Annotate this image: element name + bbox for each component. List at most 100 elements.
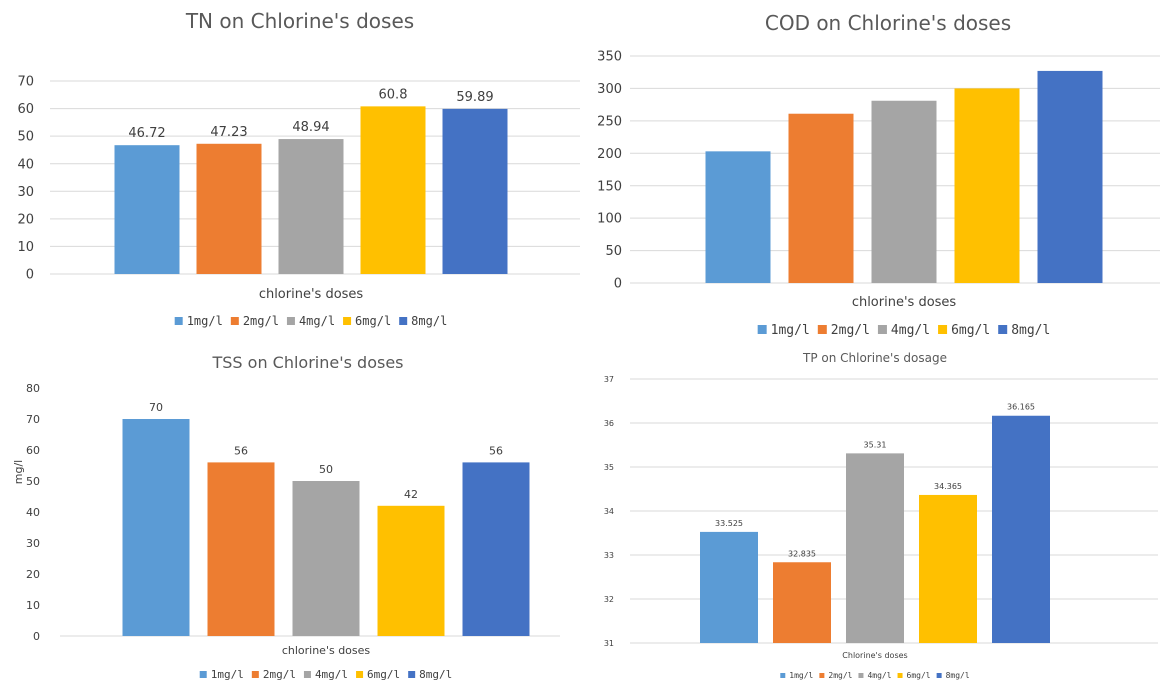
tp-y-tick-label: 31: [604, 639, 614, 648]
tss-y-tick-label: 30: [26, 537, 40, 550]
tss-legend-label: 1mg/l: [211, 668, 244, 681]
cod-legend-swatch: [877, 325, 887, 334]
tn-legend-swatch: [230, 317, 239, 325]
tp-chart-panel: TP on Chlorine's dosage 31 32 33 34 35 36 37 3…: [590, 345, 1168, 683]
cod-legend-swatch: [938, 325, 948, 334]
cod-legend-label: 2mg/l: [831, 323, 870, 338]
cod-bar-8mg-per-l: [1037, 70, 1103, 283]
tn-data-label: 59.89: [456, 90, 493, 105]
tn-chart-title: TN on Chlorine's doses: [185, 9, 414, 33]
cod-legend: 1mg/l 2mg/l 4mg/l 6mg/l 8mg/l: [757, 323, 1050, 338]
cod-y-tick-label: 300: [597, 82, 622, 97]
tn-y-tick-label: 0: [26, 268, 34, 283]
tn-data-labels: 46.72 47.23 48.94 60.8 59.89: [128, 87, 493, 141]
tn-y-tick-label: 30: [17, 185, 34, 200]
tn-y-tick-label: 10: [17, 240, 34, 255]
tp-data-label: 33.525: [715, 519, 743, 528]
tn-y-tick-label: 40: [17, 157, 34, 172]
tp-y-tick-label: 35: [604, 463, 614, 472]
tss-legend: 1mg/l 2mg/l 4mg/l 6mg/l 8mg/l: [199, 668, 452, 681]
tn-bar-4mg-per-l: [278, 139, 344, 274]
cod-bar-6mg-per-l: [954, 88, 1020, 283]
tss-chart-panel: TSS on Chlorine's doses mg/l 0 10 20 30 40 50…: [0, 345, 590, 683]
tn-data-label: 60.8: [379, 87, 408, 102]
tn-legend-label: 2mg/l: [243, 314, 279, 328]
tn-y-tick-label: 70: [17, 75, 34, 90]
tn-y-tick-label: 60: [17, 102, 34, 117]
tp-data-label: 32.835: [788, 549, 816, 558]
cod-bar-4mg-per-l: [871, 100, 937, 283]
tp-legend-label: 1mg/l: [789, 671, 813, 680]
tss-y-ticks: 0 10 20 30 40 50 60 70 80: [26, 382, 40, 643]
tp-data-label: 35.31: [864, 440, 887, 449]
tp-y-ticks: 31 32 33 34 35 36 37: [604, 375, 614, 648]
cod-y-tick-label: 50: [605, 244, 622, 259]
tss-legend-label: 8mg/l: [419, 668, 452, 681]
cod-chart-title: COD on Chlorine's doses: [765, 11, 1011, 35]
tp-legend-label: 6mg/l: [907, 671, 931, 680]
tp-legend-label: 4mg/l: [867, 671, 891, 680]
tss-legend-label: 2mg/l: [263, 668, 296, 681]
tn-chart: TN on Chlorine's doses 0 10 20 30 40 50 60 70 4…: [17, 9, 580, 328]
tn-bar-6mg-per-l: [360, 106, 426, 274]
tp-bar-1mg-per-l: [700, 531, 758, 643]
tn-y-tick-label: 50: [17, 130, 34, 145]
tp-data-labels: 33.525 32.835 35.31 34.365 36.165: [715, 403, 1035, 559]
tn-legend-label: 4mg/l: [299, 314, 335, 328]
tss-legend-label: 6mg/l: [367, 668, 400, 681]
tss-legend-swatch: [356, 671, 364, 678]
tss-y-tick-label: 20: [26, 568, 40, 581]
tp-bar-2mg-per-l: [773, 562, 831, 643]
tp-bar-8mg-per-l: [992, 415, 1050, 643]
cod-y-tick-label: 350: [597, 50, 622, 65]
tss-chart: TSS on Chlorine's doses mg/l 0 10 20 30 40 50…: [12, 353, 560, 681]
tss-legend-label: 4mg/l: [315, 668, 348, 681]
tp-x-axis-label: Chlorine's doses: [842, 651, 907, 660]
tss-data-label: 70: [149, 401, 163, 414]
tss-y-tick-label: 60: [26, 444, 40, 457]
tp-legend-swatch: [897, 673, 903, 678]
tss-legend-swatch: [251, 671, 259, 678]
tp-y-tick-label: 34: [604, 507, 614, 516]
cod-legend-swatch: [817, 325, 827, 334]
tp-y-tick-label: 33: [604, 551, 614, 560]
tss-bar-1mg-per-l: [122, 419, 190, 636]
tn-x-axis-label: chlorine's doses: [259, 287, 364, 302]
tn-legend-swatch: [343, 317, 352, 325]
tp-legend-swatch: [936, 673, 942, 678]
tn-legend-label: 1mg/l: [187, 314, 223, 328]
tss-bar-6mg-per-l: [377, 505, 445, 636]
tss-x-axis-label: chlorine's doses: [282, 644, 371, 657]
tn-data-label: 47.23: [210, 125, 247, 140]
cod-x-axis-label: chlorine's doses: [852, 295, 957, 310]
tp-y-tick-label: 36: [604, 419, 614, 428]
tss-legend-swatch: [408, 671, 416, 678]
cod-y-tick-label: 0: [614, 277, 622, 292]
cod-chart-panel: COD on Chlorine's doses 0 50 100 150 200 250 3…: [590, 0, 1168, 350]
cod-legend-swatch: [757, 325, 767, 334]
cod-y-ticks: 0 50 100 150 200 250 300 350: [597, 50, 622, 292]
tp-bars: [700, 415, 1050, 643]
tss-y-tick-label: 0: [33, 630, 40, 643]
tss-legend-swatch: [303, 671, 311, 678]
tn-bar-8mg-per-l: [442, 108, 508, 274]
tn-legend-label: 8mg/l: [411, 314, 447, 328]
tn-y-ticks: 0 10 20 30 40 50 60 70: [17, 75, 34, 283]
tp-chart: TP on Chlorine's dosage 31 32 33 34 35 36 37 3…: [604, 351, 1158, 680]
tss-chart-title: TSS on Chlorine's doses: [211, 353, 403, 372]
tss-bar-2mg-per-l: [207, 462, 275, 636]
tss-bar-4mg-per-l: [292, 481, 360, 636]
tn-data-label: 46.72: [128, 126, 165, 141]
cod-y-tick-label: 150: [597, 179, 622, 194]
tss-bars: [122, 419, 530, 636]
tss-y-tick-label: 80: [26, 382, 40, 395]
tss-data-label: 42: [404, 488, 418, 501]
tp-legend-swatch: [780, 673, 786, 678]
tp-y-tick-label: 32: [604, 595, 614, 604]
cod-legend-label: 1mg/l: [771, 323, 810, 338]
tp-chart-title: TP on Chlorine's dosage: [802, 351, 947, 365]
tn-legend-swatch: [286, 317, 295, 325]
cod-y-tick-label: 200: [597, 147, 622, 162]
tn-bars: [114, 106, 508, 274]
cod-bars: [705, 70, 1103, 283]
